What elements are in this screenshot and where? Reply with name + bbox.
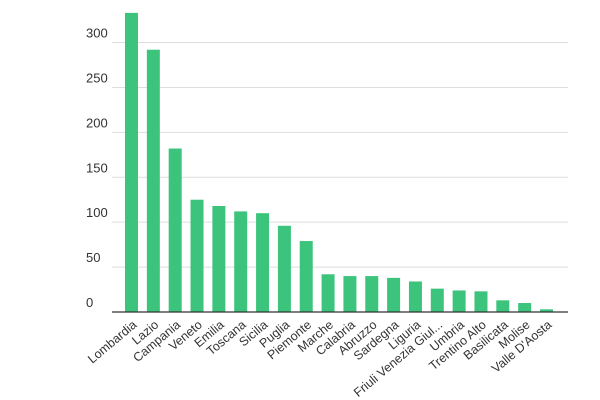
bar — [321, 274, 335, 312]
bar — [365, 276, 379, 312]
bar — [234, 211, 248, 312]
bar — [256, 213, 270, 312]
bar — [452, 290, 466, 312]
bar — [190, 199, 204, 312]
bar — [540, 309, 553, 312]
bar — [496, 300, 510, 312]
bar — [430, 288, 444, 312]
y-tick-label: 50 — [86, 250, 100, 265]
y-tick-label: 150 — [86, 160, 108, 175]
y-tick-label: 200 — [86, 115, 108, 130]
y-tick-label: 100 — [86, 205, 108, 220]
bar — [125, 12, 138, 312]
gridlines — [112, 42, 568, 268]
x-axis-category-labels: LombardiaLazioCampaniaVenetoEmiliaToscan… — [85, 318, 554, 400]
y-axis-tick-labels: 0 50 100 150 200 250 300 — [86, 26, 108, 310]
y-tick-label: 250 — [86, 70, 108, 85]
bar — [474, 291, 488, 312]
y-tick-label: 300 — [86, 26, 108, 41]
bar — [387, 277, 401, 312]
bar — [408, 281, 422, 312]
y-tick-label: 0 — [86, 295, 93, 310]
x-category-label: Lombardia — [85, 318, 139, 367]
bar — [168, 148, 182, 312]
bar — [299, 241, 313, 312]
bar — [277, 225, 291, 312]
bars — [125, 12, 553, 313]
bar — [146, 49, 160, 313]
bar — [343, 276, 357, 312]
bar — [518, 303, 532, 312]
bar — [212, 206, 226, 312]
